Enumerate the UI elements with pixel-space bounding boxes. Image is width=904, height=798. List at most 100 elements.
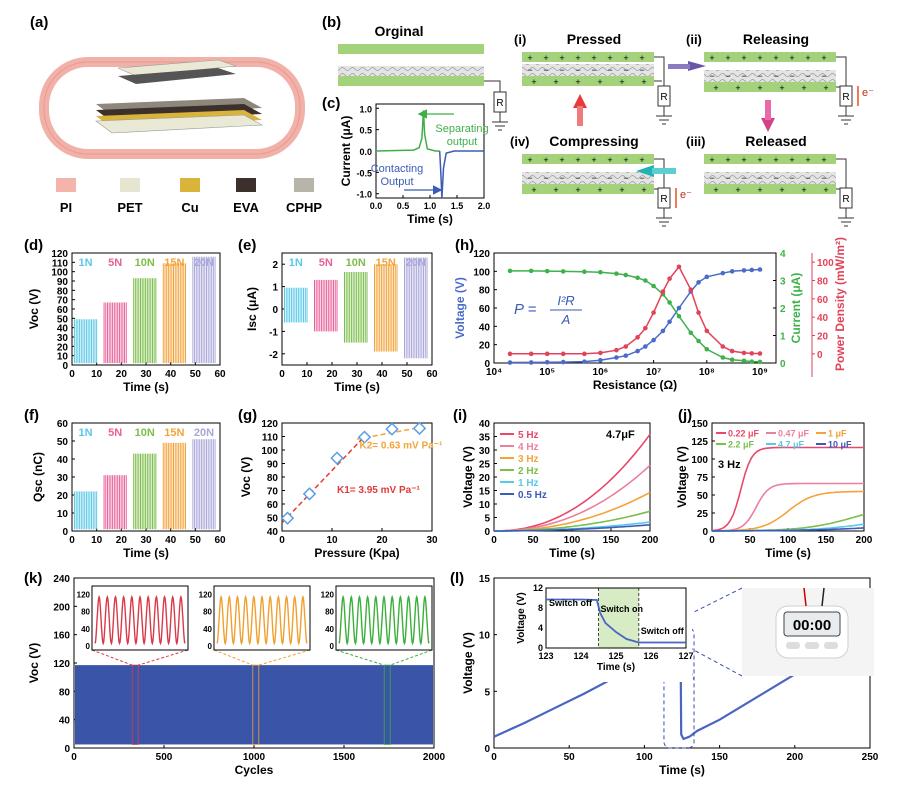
state-1-top-charge: + <box>591 53 596 63</box>
h-series-power <box>510 265 761 355</box>
e-ytick-label: -2 <box>269 350 278 361</box>
j-ytick-label: 25 <box>697 509 709 520</box>
c-xtick-label: 1.0 <box>424 201 437 211</box>
pi-shell-edge <box>43 61 301 155</box>
g-xlabel: Pressure (Kpa) <box>314 546 399 560</box>
i-legend-label: 3 Hz <box>518 454 539 465</box>
i-capacitance-note: 4.7μF <box>606 429 635 441</box>
k-xtick-label: 1000 <box>243 752 266 763</box>
state-1-mid-charge: − <box>591 65 596 75</box>
c-xlabel: Time (s) <box>407 212 453 226</box>
f-series-label-20n: 20N <box>194 427 214 439</box>
c-xtick-label: 2.0 <box>478 201 491 211</box>
formula-p: P = <box>514 301 537 318</box>
h-ytick-label: 60 <box>479 304 491 315</box>
f-xtick-label: 0 <box>69 535 75 546</box>
h-ylabel-current: Current (μA) <box>789 273 803 344</box>
legend-label-pi: PI <box>60 200 72 215</box>
state-3-bottom-electrode <box>704 184 836 194</box>
chart-c: 0.0 0.5 1.0 1.5 2.0 1.0 0.5 0.0 -0.5 -1.0 Time (s)… <box>339 103 491 226</box>
h-point-current <box>667 300 672 305</box>
h-point-power <box>614 347 619 353</box>
material-legend: PI PET Cu EVA CPHP <box>56 178 322 215</box>
j-legend-label: 10 μF <box>828 440 852 450</box>
l-inset-xlabel: Time (s) <box>597 662 635 673</box>
d-ytick-label: 40 <box>57 324 69 335</box>
state-4-cphp <box>522 172 654 184</box>
original-state-label: Orginal <box>374 23 423 39</box>
l-inset-frame <box>545 587 687 649</box>
i-legend-label: 4 Hz <box>518 442 539 453</box>
k-xtick-label: 2000 <box>423 752 446 763</box>
i-ytick-label: 40 <box>479 419 491 430</box>
h-y3tick-label: 100 <box>817 258 834 269</box>
state-1-bottom-charge: + <box>597 77 602 87</box>
panel-l-letter: (l) <box>450 570 464 587</box>
f-ytick-label: 20 <box>57 491 69 502</box>
state-4-top-electrode <box>522 154 654 164</box>
h-point-power <box>688 287 694 292</box>
l-switch-on-label: Switch on <box>601 604 644 614</box>
d-xtick-label: 10 <box>91 369 103 380</box>
panel-c-letter: (c) <box>322 95 340 112</box>
state-1-mid-charge: − <box>639 65 644 75</box>
e-ytick-label: 0 <box>272 305 278 316</box>
h-y3tick-label: 0 <box>817 350 823 361</box>
original-top-electrode <box>338 44 484 54</box>
g-data-point <box>412 421 427 436</box>
k-ylabel: Voc (V) <box>27 643 41 683</box>
h-point-power <box>544 351 550 357</box>
state-2-resistor-label: R <box>842 92 849 103</box>
h-point-voltage <box>544 359 550 365</box>
i-xtick-label: 0 <box>491 535 497 546</box>
l-photo-guide-2 <box>689 647 743 677</box>
f-xtick-label: 40 <box>165 535 177 546</box>
h-ytick-label: 120 <box>473 249 490 260</box>
c-series-1 <box>438 150 484 199</box>
k-inset-ytick-label: 0 <box>86 642 91 651</box>
h-point-power <box>528 351 534 357</box>
panel-h-letter: (h) <box>455 237 474 254</box>
arrow-iii-to-iv <box>636 165 654 177</box>
h-xtick-label: 10⁸ <box>699 367 715 378</box>
k-zoom-guide-0 <box>138 649 189 666</box>
k-inset-ytick-label: 80 <box>203 608 212 617</box>
l-inset-shade <box>598 588 639 648</box>
d-ytick-label: 90 <box>57 277 69 288</box>
k-zoom-guide-0 <box>91 649 133 666</box>
f-ylabel: Qsc (nC) <box>31 452 45 502</box>
state-2-resistor <box>839 85 853 107</box>
i-xlabel: Time (s) <box>549 546 595 560</box>
state-4-label: Compressing <box>549 133 638 149</box>
state-1-top-charge: + <box>527 53 532 63</box>
state-3-top-charge: + <box>709 155 714 165</box>
state-2-top-charge: + <box>773 53 778 63</box>
timer-button-2 <box>805 642 819 649</box>
h-xtick-label: 10⁷ <box>646 367 661 378</box>
state-2-mid-charge: − <box>757 71 762 81</box>
state-3-top-charge: + <box>725 155 730 165</box>
h-point-voltage <box>660 328 666 334</box>
h-y3tick-label: 60 <box>817 295 829 306</box>
e-series-label-15n: 15N <box>376 257 396 269</box>
k-voc-band <box>75 665 433 745</box>
k-ytick-label: 240 <box>53 574 70 585</box>
state-4-resistor <box>657 187 671 209</box>
g-xtick-label: 30 <box>426 535 438 546</box>
state-3-mid-charge: − <box>805 173 810 183</box>
state-3-mid-charge: − <box>773 173 778 183</box>
k-ytick-label: 120 <box>53 659 70 670</box>
state-2-electron-label: e⁻ <box>862 87 874 99</box>
h-point-voltage <box>507 360 513 365</box>
state-2-bottom-charge: + <box>735 83 740 93</box>
h-xlabel: Resistance (Ω) <box>593 378 677 392</box>
state-3-bottom-charge: + <box>713 185 718 195</box>
state-1-bottom-charge: + <box>619 77 624 87</box>
state-2-mid-charge: − <box>725 71 730 81</box>
k-inset-ytick-label: 40 <box>81 625 90 634</box>
state-2-label: Releasing <box>743 31 809 47</box>
g-k1-label: K1= 3.95 mV Pa⁻¹ <box>337 485 420 496</box>
chart-f: 0 10 20 30 40 50 60 0 10 20 30 40 50 60 Time (s) Qsc (n… <box>31 419 226 560</box>
legend-label-pet: PET <box>117 200 142 215</box>
